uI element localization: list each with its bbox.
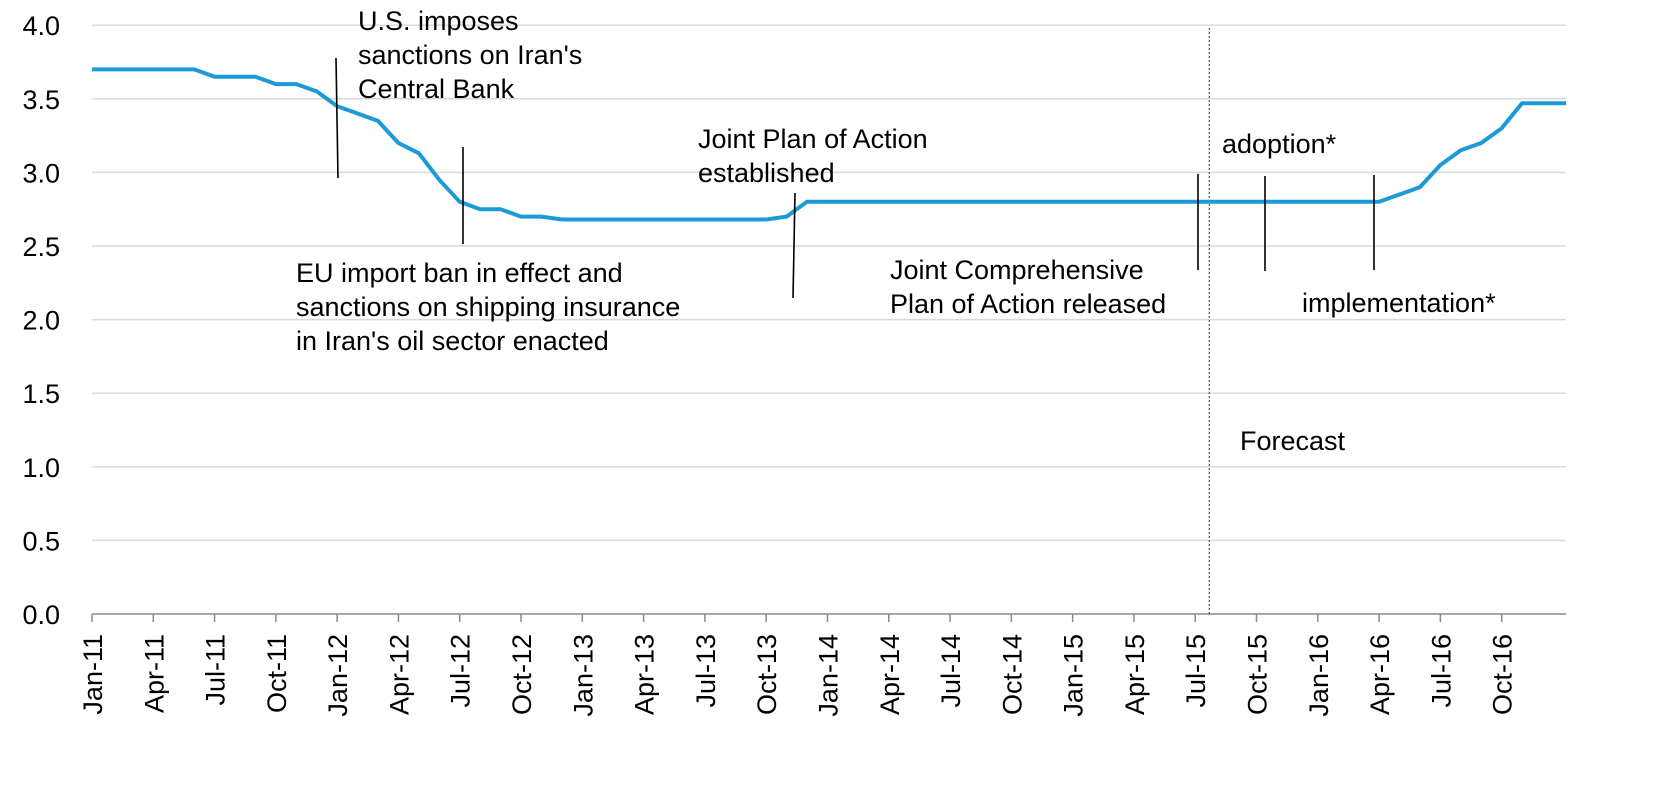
y-tick-label: 0.5 bbox=[22, 526, 60, 556]
x-tick-label: Jan-15 bbox=[1059, 634, 1089, 717]
annotation-text: implementation* bbox=[1302, 288, 1496, 318]
x-tick-label: Jan-16 bbox=[1304, 634, 1334, 717]
x-tick-label: Apr-13 bbox=[630, 634, 660, 715]
x-tick-label: Jul-11 bbox=[201, 634, 231, 706]
y-tick-label: 0.0 bbox=[22, 600, 60, 630]
annotation-text: established bbox=[698, 158, 835, 188]
y-tick-label: 3.0 bbox=[22, 158, 60, 188]
x-tick-label: Apr-14 bbox=[875, 634, 905, 715]
annotation-text: Central Bank bbox=[358, 74, 515, 104]
y-tick-label: 4.0 bbox=[22, 11, 60, 41]
x-tick-label: Oct-11 bbox=[262, 634, 292, 713]
x-tick-label: Jan-13 bbox=[568, 634, 598, 717]
x-tick-label: Apr-16 bbox=[1365, 634, 1395, 715]
annotation-leader-line bbox=[792, 192, 796, 299]
annotation-text: sanctions on shipping insurance bbox=[296, 292, 680, 322]
annotation-text: Plan of Action released bbox=[890, 289, 1166, 319]
y-tick-label: 2.5 bbox=[22, 232, 60, 262]
x-axis: Jan-11 Apr-11 Jul-11 Oct-11 Jan-12 Apr-12 Jul-… bbox=[78, 613, 1566, 717]
x-tick-label: Oct-16 bbox=[1488, 634, 1518, 715]
x-tick-label: Apr-15 bbox=[1120, 634, 1150, 715]
y-tick-label: 2.0 bbox=[22, 306, 60, 336]
x-tick-label: Oct-15 bbox=[1243, 634, 1273, 715]
annotation-text: Joint Comprehensive bbox=[890, 255, 1144, 285]
x-tick-label: Jan-14 bbox=[813, 634, 843, 717]
x-tick-label: Apr-12 bbox=[384, 634, 414, 715]
annotations: U.S. imposes sanctions on Iran's Central B… bbox=[296, 6, 1496, 356]
x-tick-label: Oct-12 bbox=[507, 634, 537, 715]
annotation-text: Joint Plan of Action bbox=[698, 124, 928, 154]
y-axis-ticks: 0.0 0.5 1.0 1.5 2.0 2.5 3.0 3.5 4.0 bbox=[22, 11, 60, 630]
x-tick-label: Jul-16 bbox=[1426, 634, 1456, 708]
x-tick-label: Jul-13 bbox=[691, 634, 721, 708]
x-tick-label: Oct-14 bbox=[997, 634, 1027, 715]
x-tick-label: Oct-13 bbox=[752, 634, 782, 715]
forecast-label: Forecast bbox=[1240, 426, 1346, 456]
annotation-leader-line bbox=[335, 57, 339, 179]
annotation-text: sanctions on Iran's bbox=[358, 40, 582, 70]
x-tick-label: Jul-12 bbox=[446, 634, 476, 708]
x-tick-label: Jan-11 bbox=[78, 634, 108, 715]
y-tick-label: 1.5 bbox=[22, 379, 60, 409]
x-tick-label: Apr-11 bbox=[139, 634, 169, 713]
y-tick-label: 3.5 bbox=[22, 85, 60, 115]
annotation-text: U.S. imposes bbox=[358, 6, 519, 36]
forecast-divider: Forecast bbox=[1208, 28, 1346, 614]
x-tick-label: Jul-14 bbox=[936, 634, 966, 708]
y-tick-label: 1.0 bbox=[22, 453, 60, 483]
annotation-text: adoption* bbox=[1222, 129, 1337, 159]
annotation-text: EU import ban in effect and bbox=[296, 258, 623, 288]
annotation-text: in Iran's oil sector enacted bbox=[296, 326, 609, 356]
x-tick-label: Jul-15 bbox=[1181, 634, 1211, 708]
x-tick-label: Jan-12 bbox=[323, 634, 353, 717]
